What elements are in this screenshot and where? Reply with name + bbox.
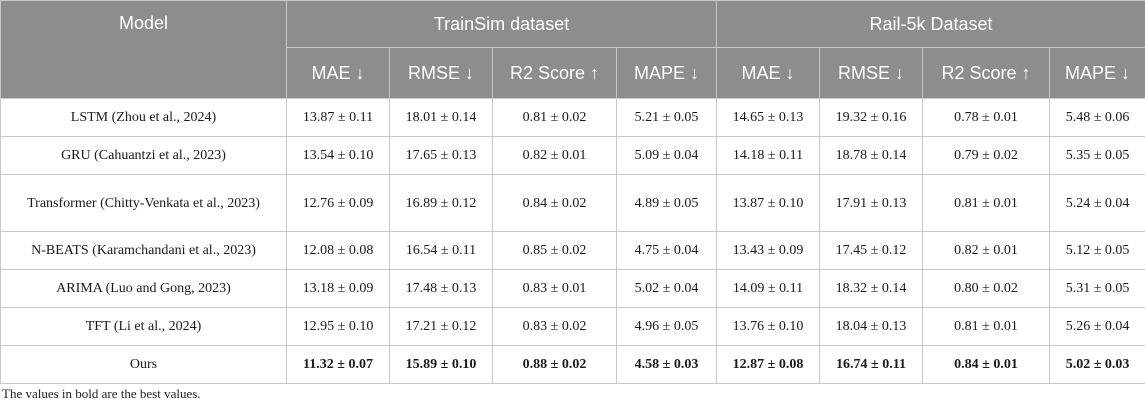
metric-cell: 0.82 ± 0.01	[922, 231, 1051, 270]
model-name-cell: ARIMA (Luo and Gong, 2023)	[0, 269, 287, 308]
metric-cell: 0.80 ± 0.02	[922, 269, 1051, 308]
metric-cell: 5.02 ± 0.04	[615, 269, 718, 308]
metric-cell: 0.81 ± 0.01	[922, 307, 1051, 346]
metric-cell: 13.76 ± 0.10	[716, 307, 821, 346]
metric-cell: 17.91 ± 0.13	[819, 174, 924, 232]
metric-cell: 18.04 ± 0.13	[819, 307, 924, 346]
best-metric-cell: 11.32 ± 0.07	[286, 345, 390, 384]
table-row: Transformer (Chitty-Venkata et al., 2023…	[0, 174, 1145, 232]
metric-cell: 5.09 ± 0.04	[615, 136, 718, 175]
rail5k-group-header: Rail-5k Dataset	[716, 0, 1145, 48]
table-row: ARIMA (Luo and Gong, 2023) 13.18 ± 0.09 …	[0, 269, 1145, 308]
best-metric-cell: 0.84 ± 0.01	[922, 345, 1051, 384]
model-name-cell: TFT (Li et al., 2024)	[0, 307, 287, 346]
metric-cell: 4.89 ± 0.05	[615, 174, 718, 232]
trainsim-group-header: TrainSim dataset	[285, 0, 718, 48]
model-name-cell: Ours	[0, 345, 287, 384]
metric-header: RMSE ↓	[389, 47, 493, 99]
model-name-cell: N-BEATS (Karamchandani et al., 2023)	[0, 231, 287, 270]
metric-cell: 12.76 ± 0.09	[286, 174, 390, 232]
metric-header: MAPE ↓	[1049, 47, 1145, 99]
metric-cell: 0.81 ± 0.02	[492, 98, 617, 137]
metric-cell: 14.09 ± 0.11	[716, 269, 821, 308]
metric-cell: 0.82 ± 0.01	[492, 136, 617, 175]
model-name-cell: GRU (Cahuantzi et al., 2023)	[0, 136, 287, 175]
metric-cell: 5.35 ± 0.05	[1049, 136, 1145, 175]
metric-cell: 0.78 ± 0.01	[922, 98, 1051, 137]
model-name-cell: Transformer (Chitty-Venkata et al., 2023…	[0, 174, 287, 232]
best-metric-cell: 5.02 ± 0.03	[1049, 345, 1145, 384]
metric-cell: 17.21 ± 0.12	[389, 307, 493, 346]
metric-cell: 12.95 ± 0.10	[286, 307, 390, 346]
table-row: LSTM (Zhou et al., 2024) 13.87 ± 0.11 18…	[0, 98, 1145, 137]
metric-cell: 4.75 ± 0.04	[615, 231, 718, 270]
metric-cell: 13.18 ± 0.09	[286, 269, 390, 308]
metric-cell: 0.84 ± 0.02	[492, 174, 617, 232]
metric-cell: 0.83 ± 0.01	[492, 269, 617, 308]
metric-cell: 5.48 ± 0.06	[1049, 98, 1145, 137]
model-name-cell: LSTM (Zhou et al., 2024)	[0, 98, 287, 137]
metric-cell: 19.32 ± 0.16	[819, 98, 924, 137]
metric-cell: 16.89 ± 0.12	[389, 174, 493, 232]
header-row-metrics: MAE ↓ RMSE ↓ R2 Score ↑ MAPE ↓ MAE ↓ RMS…	[1, 47, 1145, 99]
best-metric-cell: 0.88 ± 0.02	[492, 345, 617, 384]
metric-header: MAPE ↓	[615, 47, 718, 99]
metric-cell: 17.48 ± 0.13	[389, 269, 493, 308]
metric-cell: 0.83 ± 0.02	[492, 307, 617, 346]
results-table: Model TrainSim dataset Rail-5k Dataset M…	[0, 0, 1145, 384]
metric-cell: 12.08 ± 0.08	[286, 231, 390, 270]
metric-cell: 14.18 ± 0.11	[716, 136, 821, 175]
metric-header: R2 Score ↑	[492, 47, 617, 99]
best-metric-cell: 15.89 ± 0.10	[389, 345, 493, 384]
metric-cell: 0.79 ± 0.02	[922, 136, 1051, 175]
best-metric-cell: 4.58 ± 0.03	[615, 345, 718, 384]
best-metric-cell: 12.87 ± 0.08	[716, 345, 821, 384]
metric-cell: 13.54 ± 0.10	[286, 136, 390, 175]
metric-cell: 5.24 ± 0.04	[1049, 174, 1145, 232]
metric-cell: 17.65 ± 0.13	[389, 136, 493, 175]
metric-cell: 5.26 ± 0.04	[1049, 307, 1145, 346]
best-metric-cell: 16.74 ± 0.11	[819, 345, 924, 384]
metric-cell: 17.45 ± 0.12	[819, 231, 924, 270]
metric-header: MAE ↓	[286, 47, 390, 99]
metric-cell: 5.21 ± 0.05	[615, 98, 718, 137]
metric-cell: 18.78 ± 0.14	[819, 136, 924, 175]
metric-cell: 16.54 ± 0.11	[389, 231, 493, 270]
table-row: TFT (Li et al., 2024) 12.95 ± 0.10 17.21…	[0, 307, 1145, 346]
table-row: GRU (Cahuantzi et al., 2023) 13.54 ± 0.1…	[0, 136, 1145, 175]
metric-cell: 0.85 ± 0.02	[492, 231, 617, 270]
metric-header: MAE ↓	[716, 47, 821, 99]
table-row: N-BEATS (Karamchandani et al., 2023) 12.…	[0, 231, 1145, 270]
metric-header: RMSE ↓	[819, 47, 924, 99]
table-footnote: The values in bold are the best values.	[2, 386, 201, 401]
metric-cell: 5.12 ± 0.05	[1049, 231, 1145, 270]
metric-header: R2 Score ↑	[922, 47, 1051, 99]
metric-cell: 13.87 ± 0.10	[716, 174, 821, 232]
metric-cell: 13.43 ± 0.09	[716, 231, 821, 270]
metric-cell: 4.96 ± 0.05	[615, 307, 718, 346]
metric-cell: 5.31 ± 0.05	[1049, 269, 1145, 308]
table-row-ours: Ours 11.32 ± 0.07 15.89 ± 0.10 0.88 ± 0.…	[0, 345, 1145, 384]
metric-cell: 0.81 ± 0.01	[922, 174, 1051, 232]
metric-cell: 13.87 ± 0.11	[286, 98, 390, 137]
metric-cell: 14.65 ± 0.13	[716, 98, 821, 137]
model-column-header: Model	[0, 0, 287, 99]
metric-cell: 18.32 ± 0.14	[819, 269, 924, 308]
header-row-groups: Model TrainSim dataset Rail-5k Dataset	[0, 0, 1145, 99]
metric-cell: 18.01 ± 0.14	[389, 98, 493, 137]
